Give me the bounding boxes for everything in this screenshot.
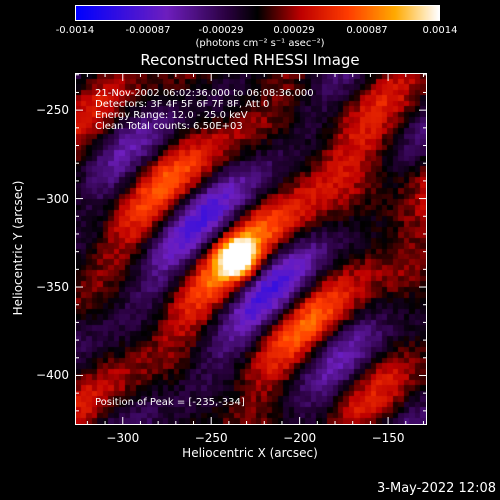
y-tick-label: −250: [36, 103, 69, 118]
peak-position-label: Position of Peak = [-235,-334]: [95, 397, 245, 408]
colorbar-tick: -0.00029: [198, 25, 244, 36]
colorbar-tick: 0.00029: [273, 25, 315, 36]
chart-title: Reconstructed RHESSI Image: [140, 51, 360, 69]
y-axis-label: Heliocentric Y (arcsec): [11, 180, 25, 316]
y-tick-label: −400: [36, 368, 69, 383]
colorbar-tick: -0.00087: [125, 25, 171, 36]
image-plot-area: [75, 73, 427, 425]
x-axis-label: Heliocentric X (arcsec): [182, 446, 318, 460]
x-tick-label: −150: [371, 431, 405, 445]
plot-timestamp: 3-May-2022 12:08: [377, 481, 496, 496]
x-tick-label: −300: [106, 431, 140, 445]
colorbar-tick: 0.0014: [422, 25, 458, 36]
info-energy-range: Energy Range: 12.0 - 25.0 keV: [95, 110, 248, 121]
info-method-counts: Clean Total counts: 6.50E+03: [95, 121, 243, 132]
y-tick-label: −300: [36, 191, 69, 206]
colorbar: [75, 5, 440, 21]
colorbar-tick: -0.0014: [55, 25, 95, 36]
colorbar-tick: 0.00087: [346, 25, 388, 36]
y-tick-label: −350: [36, 280, 69, 295]
info-detectors: Detectors: 3F 4F 5F 6F 7F 8F, Att 0: [95, 99, 270, 110]
x-tick-label: −200: [283, 431, 317, 445]
info-time-range: 21-Nov-2002 06:02:36.000 to 06:08:36.000: [95, 88, 314, 99]
heatmap-image: [76, 74, 426, 424]
x-tick-label: −250: [194, 431, 228, 445]
colorbar-unit: (photons cm⁻² s⁻¹ asec⁻²): [195, 38, 325, 49]
